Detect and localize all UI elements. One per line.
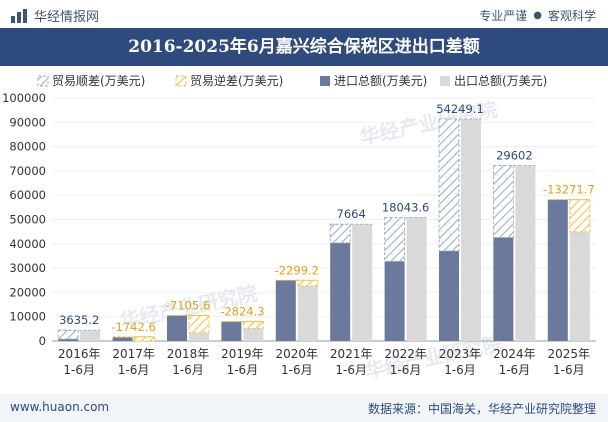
y-tick-label: 30000	[9, 261, 46, 275]
y-tick-label: 10000	[9, 310, 46, 324]
slogan-left: 专业严谨	[479, 9, 528, 23]
deficit-bar-1	[134, 336, 156, 342]
data-label-4: -2299.2	[275, 263, 319, 277]
export-bar-0	[80, 330, 101, 341]
deficit-bar-3	[242, 321, 264, 329]
chart-area: 贸易顺差(万美元) 贸易逆差(万美元) 进口总额(万美元) 出口总额(万美元) 华经产业…	[0, 66, 608, 390]
footer: www.huaon.com 数据来源：中国海关，华经产业研究院整理	[0, 394, 608, 422]
top-bar: 华经情报网 专业严谨 ● 客观科学	[0, 0, 608, 28]
export-bar-2	[189, 332, 209, 341]
chart-svg: 贸易顺差(万美元) 贸易逆差(万美元) 进口总额(万美元) 出口总额(万美元)华经产业…	[2, 73, 596, 383]
x-tick-label-6: 2022年 1-6月	[384, 347, 427, 377]
slogan: 专业严谨 ● 客观科学	[479, 7, 596, 24]
x-tick-label-8: 2024年 1-6月	[493, 347, 536, 377]
import-bar-4	[275, 280, 296, 341]
x-tick-label-0: 2016年 1-6月	[58, 347, 101, 377]
y-tick-label: 60000	[9, 188, 46, 202]
deficit-bar-2	[188, 314, 210, 334]
y-tick-label: 50000	[9, 213, 46, 227]
x-tick-label-5: 2021年 1-6月	[330, 347, 373, 377]
deficit-bar-4	[297, 279, 319, 287]
x-tick-label-1: 2017年 1-6月	[112, 347, 155, 377]
surplus-bar-7	[438, 118, 460, 252]
surplus-bar-0	[57, 329, 79, 340]
surplus-bar-5	[329, 223, 351, 244]
y-tick-label: 90000	[9, 115, 46, 129]
import-bar-5	[330, 242, 351, 341]
footer-source: 数据来源：中国海关，华经产业研究院整理	[367, 402, 596, 416]
slogan-right: 客观科学	[547, 9, 596, 23]
chart-title: 2016-2025年6月嘉兴综合保税区进出口差额	[128, 37, 480, 57]
import-bar-7	[439, 250, 459, 341]
legend-label-0: 贸易顺差(万美元)	[52, 74, 145, 88]
export-bar-5	[352, 224, 373, 341]
x-tick-label-3: 2019年 1-6月	[221, 347, 264, 377]
data-label-2: -7105.6	[166, 298, 210, 312]
export-bar-7	[461, 119, 481, 341]
export-bar-3	[243, 328, 264, 341]
import-bar-1	[112, 337, 133, 341]
legend-swatch-3	[440, 76, 450, 86]
data-label-3: -2824.3	[220, 305, 264, 319]
legend-swatch-0	[37, 75, 49, 87]
surplus-bar-8	[492, 165, 514, 238]
export-bar-9	[569, 231, 590, 341]
brand: 华经情报网	[10, 6, 99, 25]
import-bar-2	[167, 315, 187, 341]
dot-icon: ●	[533, 10, 542, 21]
export-bar-8	[515, 165, 536, 341]
title-bar: 2016-2025年6月嘉兴综合保税区进出口差额	[0, 28, 608, 66]
data-label-6: 18043.6	[382, 200, 430, 214]
y-tick-label: 70000	[9, 164, 46, 178]
y-tick-label: 20000	[9, 285, 46, 299]
legend-swatch-2	[320, 76, 330, 86]
legend-label-1: 贸易逆差(万美元)	[190, 73, 283, 88]
import-bar-6	[384, 261, 405, 341]
footer-website: www.huaon.com	[10, 400, 110, 414]
data-label-9: -13271.7	[543, 183, 595, 197]
surplus-bar-6	[384, 216, 406, 262]
y-tick-label: 40000	[9, 237, 46, 251]
import-bar-0	[58, 339, 79, 341]
data-label-5: 7664	[337, 207, 366, 221]
deficit-bar-9	[569, 199, 591, 233]
legend-label-3: 出口总额(万美元)	[454, 74, 547, 88]
import-bar-8	[493, 237, 514, 341]
brand-name: 华经情报网	[34, 10, 100, 25]
export-bar-6	[406, 217, 427, 341]
export-bar-4	[297, 285, 318, 341]
x-tick-label-9: 2025年 1-6月	[548, 347, 591, 377]
y-tick-label: 0	[39, 334, 46, 348]
import-bar-9	[547, 199, 568, 341]
data-label-0: 3635.2	[59, 313, 99, 327]
data-label-8: 29602	[496, 149, 533, 163]
x-tick-label-4: 2020年 1-6月	[276, 347, 319, 377]
legend-swatch-1	[175, 75, 187, 87]
import-bar-3	[221, 321, 242, 341]
data-label-7: 54249.1	[436, 102, 484, 116]
data-label-1: -1742.6	[111, 320, 155, 334]
y-tick-label: 80000	[9, 140, 46, 154]
legend-label-2: 进口总额(万美元)	[334, 74, 427, 88]
y-tick-label: 100000	[2, 91, 46, 105]
x-tick-label-2: 2018年 1-6月	[167, 347, 210, 377]
x-tick-label-7: 2023年 1-6月	[439, 347, 482, 377]
brand-logo-icon	[11, 8, 27, 23]
